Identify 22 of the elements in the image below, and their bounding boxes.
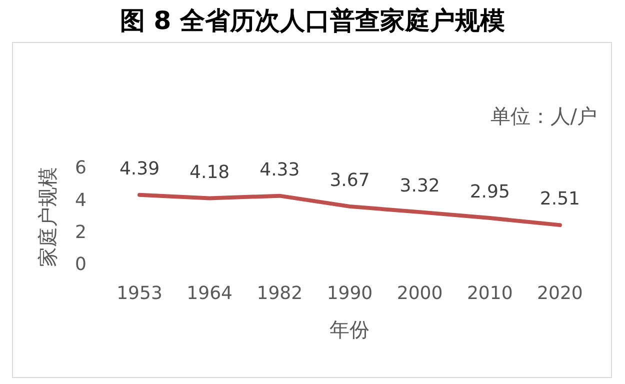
x-tick-label: 1964 bbox=[186, 282, 232, 304]
data-label: 3.67 bbox=[330, 170, 370, 192]
x-tick-label: 1990 bbox=[326, 282, 373, 304]
data-label: 4.33 bbox=[260, 160, 300, 181]
x-tick-label: 1982 bbox=[256, 282, 303, 304]
y-tick-label: 4 bbox=[75, 190, 86, 211]
data-label: 2.51 bbox=[540, 188, 580, 210]
data-label: 2.95 bbox=[470, 182, 510, 203]
x-tick-label: 2000 bbox=[396, 282, 443, 304]
x-tick-label: 2010 bbox=[466, 282, 513, 304]
text: 单位：人/户 bbox=[490, 103, 597, 130]
x-tick-label: 2020 bbox=[537, 282, 583, 304]
chart-title: 图 8 全省历次人口普查家庭户规模 bbox=[119, 5, 506, 37]
y-axis-title: 家庭户规模 bbox=[38, 167, 60, 268]
data-label: 4.39 bbox=[119, 158, 160, 180]
y-tick-label: 2 bbox=[75, 222, 86, 243]
x-axis-title: 年份 bbox=[330, 320, 370, 342]
data-label: 3.32 bbox=[400, 176, 440, 197]
y-tick-label: 6 bbox=[75, 158, 86, 179]
data-label: 4.18 bbox=[190, 162, 230, 183]
y-tick-label: 0 bbox=[75, 254, 86, 276]
x-tick-label: 1953 bbox=[116, 282, 162, 304]
